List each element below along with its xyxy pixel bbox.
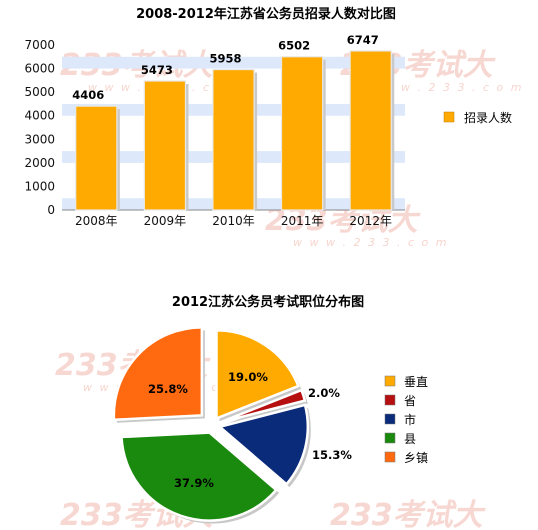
pie-value-label: 2.0%: [308, 386, 340, 400]
bar-chart-title: 2008-2012年江苏省公务员招录人数对比图: [136, 6, 396, 22]
y-tick-label: 5000: [24, 85, 55, 99]
legend-label-垂直: 垂直: [404, 375, 428, 389]
grid-band-6: [62, 56, 405, 69]
y-tick-label: 4000: [24, 109, 55, 123]
bar-2012年: [349, 50, 392, 211]
watermark-url-2: w w w . 2 3 3 . c o m: [293, 236, 448, 249]
y-tick-label: 7000: [24, 38, 55, 52]
x-tick-label: 2009年: [144, 214, 187, 228]
x-tick-label: 2011年: [281, 214, 324, 228]
bar-chart-bars: 4406 5473 5958 6502 6747: [72, 33, 395, 211]
bar-value-label: 6747: [347, 33, 379, 47]
legend-swatch-省: [384, 394, 396, 406]
x-tick-label: 2008年: [75, 214, 118, 228]
y-tick-label: 1000: [24, 179, 55, 193]
bar-chart-legend: 招录人数: [443, 110, 512, 125]
bar-chart-x-labels: 2008年 2009年 2010年 2011年 2012年: [75, 214, 392, 228]
legend-label-乡镇: 乡镇: [404, 451, 428, 465]
bar-value-label: 4406: [72, 88, 104, 102]
pie-value-label: 19.0%: [228, 370, 268, 384]
legend-swatch-乡镇: [384, 451, 396, 463]
legend-swatch-县: [384, 432, 396, 444]
legend-label-县: 县: [404, 432, 416, 446]
pie-slice-垂直: [215, 329, 300, 421]
watermark-brand-4: 233考试大: [330, 498, 487, 530]
y-tick-label: 2000: [24, 156, 55, 170]
watermark-url-1: w w w . 2 3 3 . c o m: [368, 81, 523, 94]
bar-value-label: 6502: [278, 39, 310, 53]
x-tick-label: 2010年: [212, 214, 255, 228]
legend-swatch-市: [384, 413, 396, 425]
legend-swatch-垂直: [384, 375, 396, 387]
pie-slice-省: [219, 388, 307, 424]
bar-2009年: [143, 80, 187, 211]
pie-value-label: 15.3%: [312, 448, 352, 462]
legend-label-市: 市: [404, 412, 416, 427]
y-tick-label: 6000: [24, 62, 55, 76]
pie-chart-title: 2012江苏公务员考试职位分布图: [172, 294, 364, 310]
legend-label-省: 省: [404, 394, 416, 408]
bar-value-label: 5958: [209, 52, 241, 66]
x-tick-label: 2012年: [349, 214, 392, 228]
pie-value-label: 25.8%: [148, 382, 188, 396]
pie-chart: 19.0% 2.0% 15.3% 37.9% 25.8%: [112, 326, 352, 524]
legend-label-zhaolu: 招录人数: [464, 110, 512, 125]
y-tick-label: 0: [47, 203, 55, 217]
bar-chart-y-ticks: 0 1000 2000 3000 4000 5000 6000 7000: [24, 38, 55, 217]
legend-swatch-zhaolu: [443, 111, 455, 123]
pie-slice-乡镇: [112, 326, 204, 422]
y-tick-label: 3000: [24, 132, 55, 146]
pie-slice-县: [120, 431, 278, 522]
pie-slice-市: [217, 403, 310, 486]
bar-value-label: 5473: [141, 63, 173, 77]
bar-2008年: [75, 105, 118, 211]
bar-2010年: [212, 68, 255, 211]
pie-value-label: 37.9%: [174, 476, 214, 490]
bar-2011年: [280, 56, 324, 211]
